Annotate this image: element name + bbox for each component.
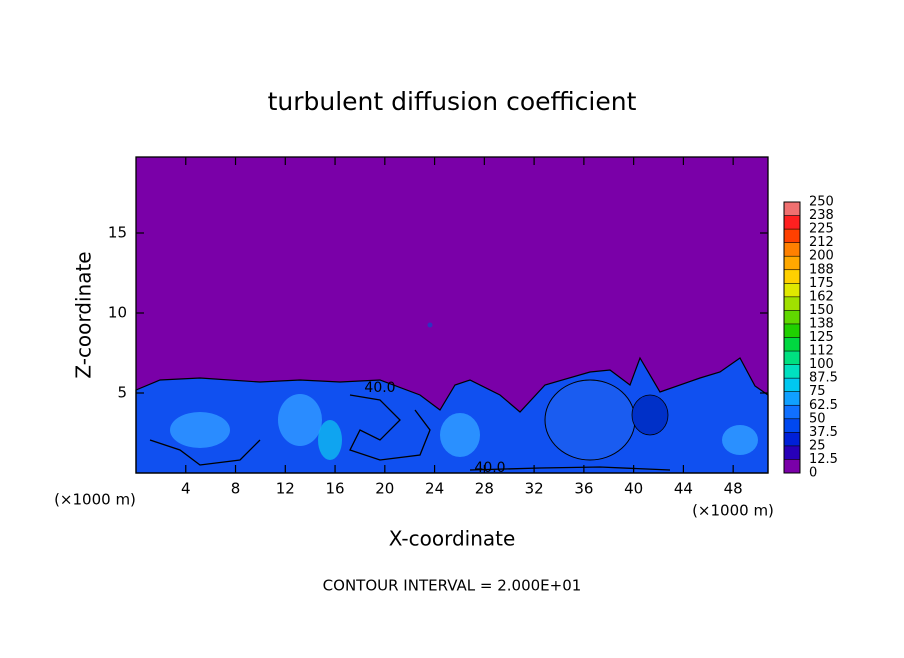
x-tick-label: 8 [231,480,241,498]
colorbar-label: 100 [809,357,834,372]
x-tick-label: 36 [574,480,593,498]
field-blob [544,379,636,461]
contour-line [469,466,671,471]
colorbar-label: 188 [809,262,834,277]
field-blob [722,425,758,455]
colorbar-bin [784,391,800,406]
colorbar-bin [784,296,800,311]
y-tick-label: 15 [108,224,127,242]
x-tick-label: 20 [375,480,394,498]
x-tick-label: 12 [276,480,295,498]
footer: CONTOUR INTERVAL = 2.000E+01 [323,577,582,595]
colorbar-label: 200 [809,249,834,264]
chart-title: turbulent diffusion coefficient [268,87,637,116]
colorbar-label: 225 [809,222,834,237]
x-axis-label: X-coordinate [389,527,516,551]
colorbar-bin [784,378,800,392]
colorbar-label: 62.5 [809,398,838,413]
colorbar-label: 25 [809,438,826,453]
y-axis-label: Z-coordinate [72,251,96,378]
y-tick-label: 5 [117,384,127,402]
x-tick-label: 32 [525,480,544,498]
x-unit-label: (×1000 m) [692,502,774,520]
colorbar-bin [784,445,800,460]
x-tick-label: 4 [181,480,191,498]
colorbar-bin [784,459,800,473]
colorbar-bin [784,269,800,284]
colorbar-label: 112 [809,344,834,359]
colorbar-bin [784,351,800,365]
colorbar-label: 37.5 [809,425,838,440]
colorbar-label: 162 [809,289,834,304]
field-blob [427,322,433,328]
field [135,156,769,474]
colorbar-bin [784,405,800,419]
colorbar-label: 12.5 [809,452,838,467]
colorbar-bin [784,229,800,243]
field-blob [440,413,480,457]
colorbar-bin [784,364,800,379]
x-tick-label: 44 [674,480,693,498]
plot-frame [135,156,769,474]
x-tick-label: 16 [326,480,345,498]
x-tick-label: 40 [624,480,643,498]
contour-label: 40.0 [474,460,505,476]
contour-line [349,394,431,461]
x-tick-label: 28 [475,480,494,498]
x-unit-label: (×1000 m) [54,491,136,509]
colorbar-label: 175 [809,276,834,291]
colorbar-label: 87.5 [809,371,838,386]
colorbar-label: 138 [809,316,834,331]
colorbar-bin [784,283,800,297]
y-tick-label: 10 [108,304,127,322]
colorbar-bin [784,215,800,230]
field-blob [631,394,669,436]
colorbar-label: 125 [809,330,834,345]
colorbar-bin [784,418,800,433]
colorbar-label: 50 [809,411,826,426]
colorbar-label: 238 [809,208,834,223]
colorbar-bin [784,310,800,324]
field-blob [318,420,342,460]
colorbar-label: 75 [809,384,826,399]
colorbar-label: 0 [809,466,817,481]
contour-line [149,439,261,466]
colorbar-bin [784,202,800,216]
contour-label: 40.0 [364,380,395,396]
x-tick-label: 24 [425,480,444,498]
field-blob [170,412,230,448]
colorbar-bin [784,337,800,352]
colorbar-bin [784,242,800,257]
colorbar-label: 250 [809,195,834,210]
colorbar-label: 212 [809,235,834,250]
field-blob [278,394,322,446]
x-tick-label: 48 [724,480,743,498]
colorbar-label: 150 [809,303,834,318]
colorbar-bin [784,256,800,270]
colorbar-bin [784,323,800,338]
colorbar-bin [784,432,800,446]
